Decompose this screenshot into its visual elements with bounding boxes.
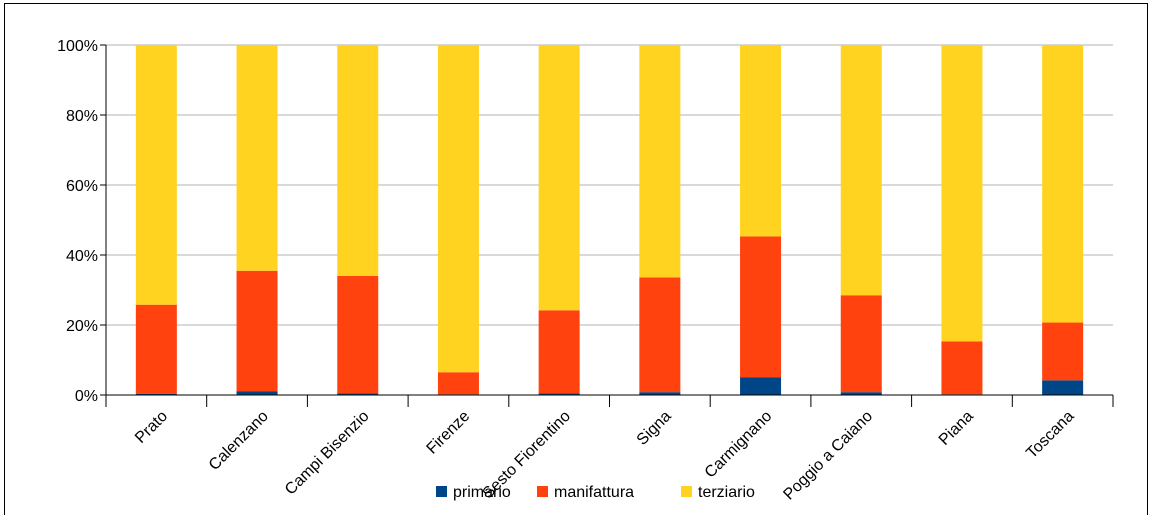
bar-segment-manifattura <box>840 295 882 393</box>
x-tick-label: Prato <box>132 408 171 447</box>
x-tick-label: Piana <box>936 408 977 449</box>
bar-segment-primario <box>337 393 379 395</box>
bar-segment-terziario <box>135 45 177 305</box>
bar-segment-manifattura <box>337 276 379 394</box>
axes <box>100 44 1114 407</box>
bar-segment-manifattura <box>1042 322 1084 381</box>
bar-segment-primario <box>840 392 882 395</box>
x-tick-label: Poggio a Caiano <box>780 408 876 504</box>
x-tick-label: Toscana <box>1023 408 1077 462</box>
bar-segment-terziario <box>538 45 580 311</box>
bar-segment-terziario <box>437 45 479 373</box>
x-tick-label: Campi Bisenzio <box>282 408 373 499</box>
bar-segment-primario <box>639 392 681 395</box>
y-tick-label: 0% <box>75 388 98 405</box>
bar-segment-primario <box>135 393 177 395</box>
legend-swatch-manifattura <box>537 486 548 497</box>
y-tick-label: 80% <box>66 108 98 125</box>
bar-segment-primario <box>740 377 782 395</box>
x-tick-label: Firenze <box>424 408 474 458</box>
legend-label-primario: primario <box>453 484 511 501</box>
y-tick-label: 20% <box>66 318 98 335</box>
legend-label-manifattura: manifattura <box>554 484 634 501</box>
legend-label-terziario: terziario <box>698 484 755 501</box>
bar-segment-manifattura <box>236 270 278 392</box>
legend-swatch-terziario <box>681 486 692 497</box>
legend: primario manifattura terziario <box>436 484 755 501</box>
chart-frame: 0% 20% 40% 60% 80% 100% Prato Calenzano Campi B… <box>4 3 1148 515</box>
bar-segment-manifattura <box>538 310 580 394</box>
stacked-bar-chart: 0% 20% 40% 60% 80% 100% Prato Calenzano Campi B… <box>57 38 1114 504</box>
bar-segment-manifattura <box>639 277 681 393</box>
bar-segment-terziario <box>840 45 882 296</box>
bar-segment-terziario <box>236 45 278 271</box>
bar-segment-primario <box>236 391 278 395</box>
bar-segment-terziario <box>740 45 782 237</box>
y-tick-labels: 0% 20% 40% 60% 80% 100% <box>57 38 98 405</box>
bar-segment-terziario <box>1042 45 1084 323</box>
bar-segment-terziario <box>941 45 983 342</box>
y-tick-label: 60% <box>66 178 98 195</box>
x-tick-label: Carmignano <box>702 408 776 482</box>
bar-segment-manifattura <box>135 304 177 394</box>
y-tick-label: 40% <box>66 248 98 265</box>
bar-segment-manifattura <box>941 341 983 395</box>
x-tick-label: Signa <box>634 408 675 449</box>
bar-segment-terziario <box>639 45 681 278</box>
y-tick-label: 100% <box>57 38 98 55</box>
bars <box>135 45 1084 395</box>
bar-segment-terziario <box>337 45 379 276</box>
legend-swatch-primario <box>436 486 447 497</box>
bar-segment-manifattura <box>740 236 782 378</box>
bar-segment-manifattura <box>437 372 479 395</box>
bar-segment-primario <box>1042 380 1084 395</box>
bar-segment-primario <box>538 393 580 395</box>
x-tick-label: Calenzano <box>206 408 272 474</box>
